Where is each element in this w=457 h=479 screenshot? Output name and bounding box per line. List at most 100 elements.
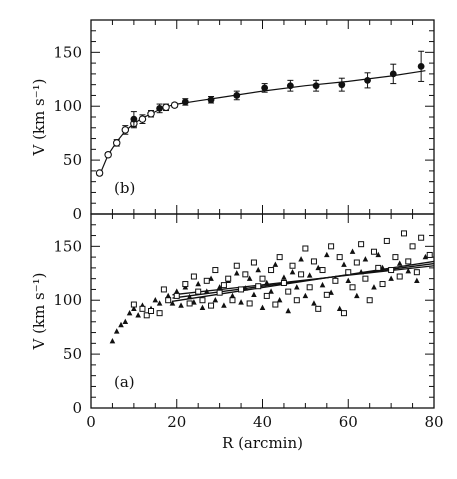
- data-point-triangle: [324, 251, 330, 258]
- y-tick-label: 150: [53, 43, 82, 61]
- data-point-open-square: [233, 262, 240, 269]
- data-point-triangle: [268, 288, 274, 294]
- data-point-triangle: [238, 299, 244, 305]
- data-point-open-square: [268, 267, 275, 274]
- data-point-open-square: [272, 301, 279, 308]
- data-point-open-square: [276, 254, 283, 261]
- data-point-triangle: [118, 321, 124, 328]
- data-point-triangle: [272, 261, 279, 267]
- data-point-triangle: [259, 304, 266, 310]
- data-point-triangle: [156, 300, 163, 306]
- data-point-open-square: [319, 267, 326, 274]
- data-point-triangle: [388, 275, 394, 281]
- data-point-open-square: [405, 258, 412, 265]
- y-tick-label: 100: [53, 97, 82, 115]
- data-point-open-square: [409, 243, 416, 250]
- data-point-filled-circle: [130, 115, 138, 123]
- data-point-triangle: [375, 251, 382, 258]
- data-point-open-square: [328, 243, 335, 250]
- data-point-open-square: [280, 279, 287, 286]
- panel-label: (a): [114, 373, 135, 391]
- data-point-triangle: [165, 292, 171, 299]
- data-point-filled-circle: [233, 92, 241, 99]
- data-point-triangle: [203, 288, 210, 294]
- data-point-open-square: [370, 248, 377, 255]
- data-point-triangle: [199, 304, 206, 310]
- data-point-open-square: [306, 284, 313, 291]
- data-point-triangle: [229, 292, 236, 299]
- data-point-open-square: [165, 297, 172, 304]
- data-point-open-square: [203, 277, 210, 284]
- fit-line: [172, 260, 435, 302]
- data-point-open-square: [238, 286, 245, 293]
- data-point-triangle: [233, 270, 240, 276]
- data-point-triangle: [414, 277, 420, 284]
- data-point-open-square: [130, 301, 137, 308]
- data-point-filled-circle: [286, 82, 294, 90]
- data-point-triangle: [216, 284, 223, 290]
- data-point-triangle: [306, 272, 313, 278]
- data-point-open-circle: [147, 110, 155, 118]
- data-point-open-square: [212, 267, 219, 274]
- data-point-open-square: [340, 310, 347, 317]
- data-point-triangle: [246, 275, 253, 281]
- data-point-open-square: [246, 300, 253, 307]
- data-point-triangle: [422, 253, 429, 260]
- data-point-triangle: [285, 307, 292, 314]
- data-point-open-square: [375, 264, 382, 271]
- data-point-filled-circle: [261, 84, 269, 92]
- data-point-open-square: [396, 273, 403, 280]
- x-tick-label: 0: [86, 413, 96, 431]
- data-point-open-square: [332, 277, 339, 284]
- data-point-open-square: [302, 245, 309, 252]
- data-point-open-square: [310, 258, 317, 265]
- data-point-open-square: [285, 288, 292, 295]
- data-point-open-square: [186, 300, 193, 307]
- data-point-triangle: [336, 305, 343, 312]
- data-point-open-square: [323, 291, 330, 298]
- data-point-open-circle: [162, 103, 170, 112]
- data-point-filled-circle: [156, 104, 164, 112]
- data-point-triangle: [135, 312, 141, 318]
- panel-label: (b): [114, 179, 135, 197]
- y-tick-label: 100: [53, 291, 82, 309]
- data-point-open-square: [208, 302, 215, 309]
- data-point-open-square: [289, 262, 296, 269]
- data-point-open-square: [293, 297, 300, 304]
- panel-b: 0 50 100 150 V (km s⁻¹) (b): [30, 19, 435, 223]
- data-point-filled-circle: [181, 98, 189, 106]
- data-point-open-circle: [104, 150, 112, 159]
- data-point-open-square: [362, 275, 369, 282]
- data-point-triangle: [298, 256, 304, 262]
- data-point-filled-circle: [389, 70, 397, 78]
- data-point-triangle: [319, 281, 326, 288]
- data-point-triangle: [186, 293, 193, 300]
- data-point-open-square: [358, 241, 365, 248]
- data-point-triangle: [122, 318, 129, 324]
- data-point-triangle: [405, 267, 412, 274]
- data-point-open-circle: [170, 101, 179, 109]
- data-point-open-square: [345, 269, 352, 276]
- data-point-open-circle: [95, 169, 104, 177]
- data-point-open-square: [216, 289, 223, 296]
- data-point-triangle: [195, 280, 201, 287]
- y-tick-label: 0: [72, 205, 82, 223]
- x-tick-label: 80: [424, 413, 443, 431]
- data-point-open-square: [220, 282, 227, 289]
- data-point-open-square: [199, 297, 206, 304]
- data-point-open-square: [190, 273, 197, 280]
- data-point-triangle: [341, 261, 347, 267]
- data-point-triangle: [371, 284, 377, 290]
- data-point-filled-circle: [338, 81, 346, 89]
- data-point-triangle: [131, 305, 137, 312]
- data-point-open-square: [383, 237, 390, 244]
- data-point-open-square: [426, 251, 433, 258]
- panel-a: 0 50 100 150 0 20 40 60 80 V (km s⁻¹) R (arcmin) (a…: [30, 213, 444, 452]
- data-point-open-square: [143, 312, 150, 319]
- data-point-open-square: [148, 308, 155, 314]
- x-axis-title: R (arcmin): [222, 434, 303, 452]
- data-point-triangle: [212, 297, 219, 303]
- y-tick-label: 50: [63, 151, 82, 169]
- data-point-triangle: [152, 297, 159, 303]
- data-point-filled-circle: [364, 76, 371, 84]
